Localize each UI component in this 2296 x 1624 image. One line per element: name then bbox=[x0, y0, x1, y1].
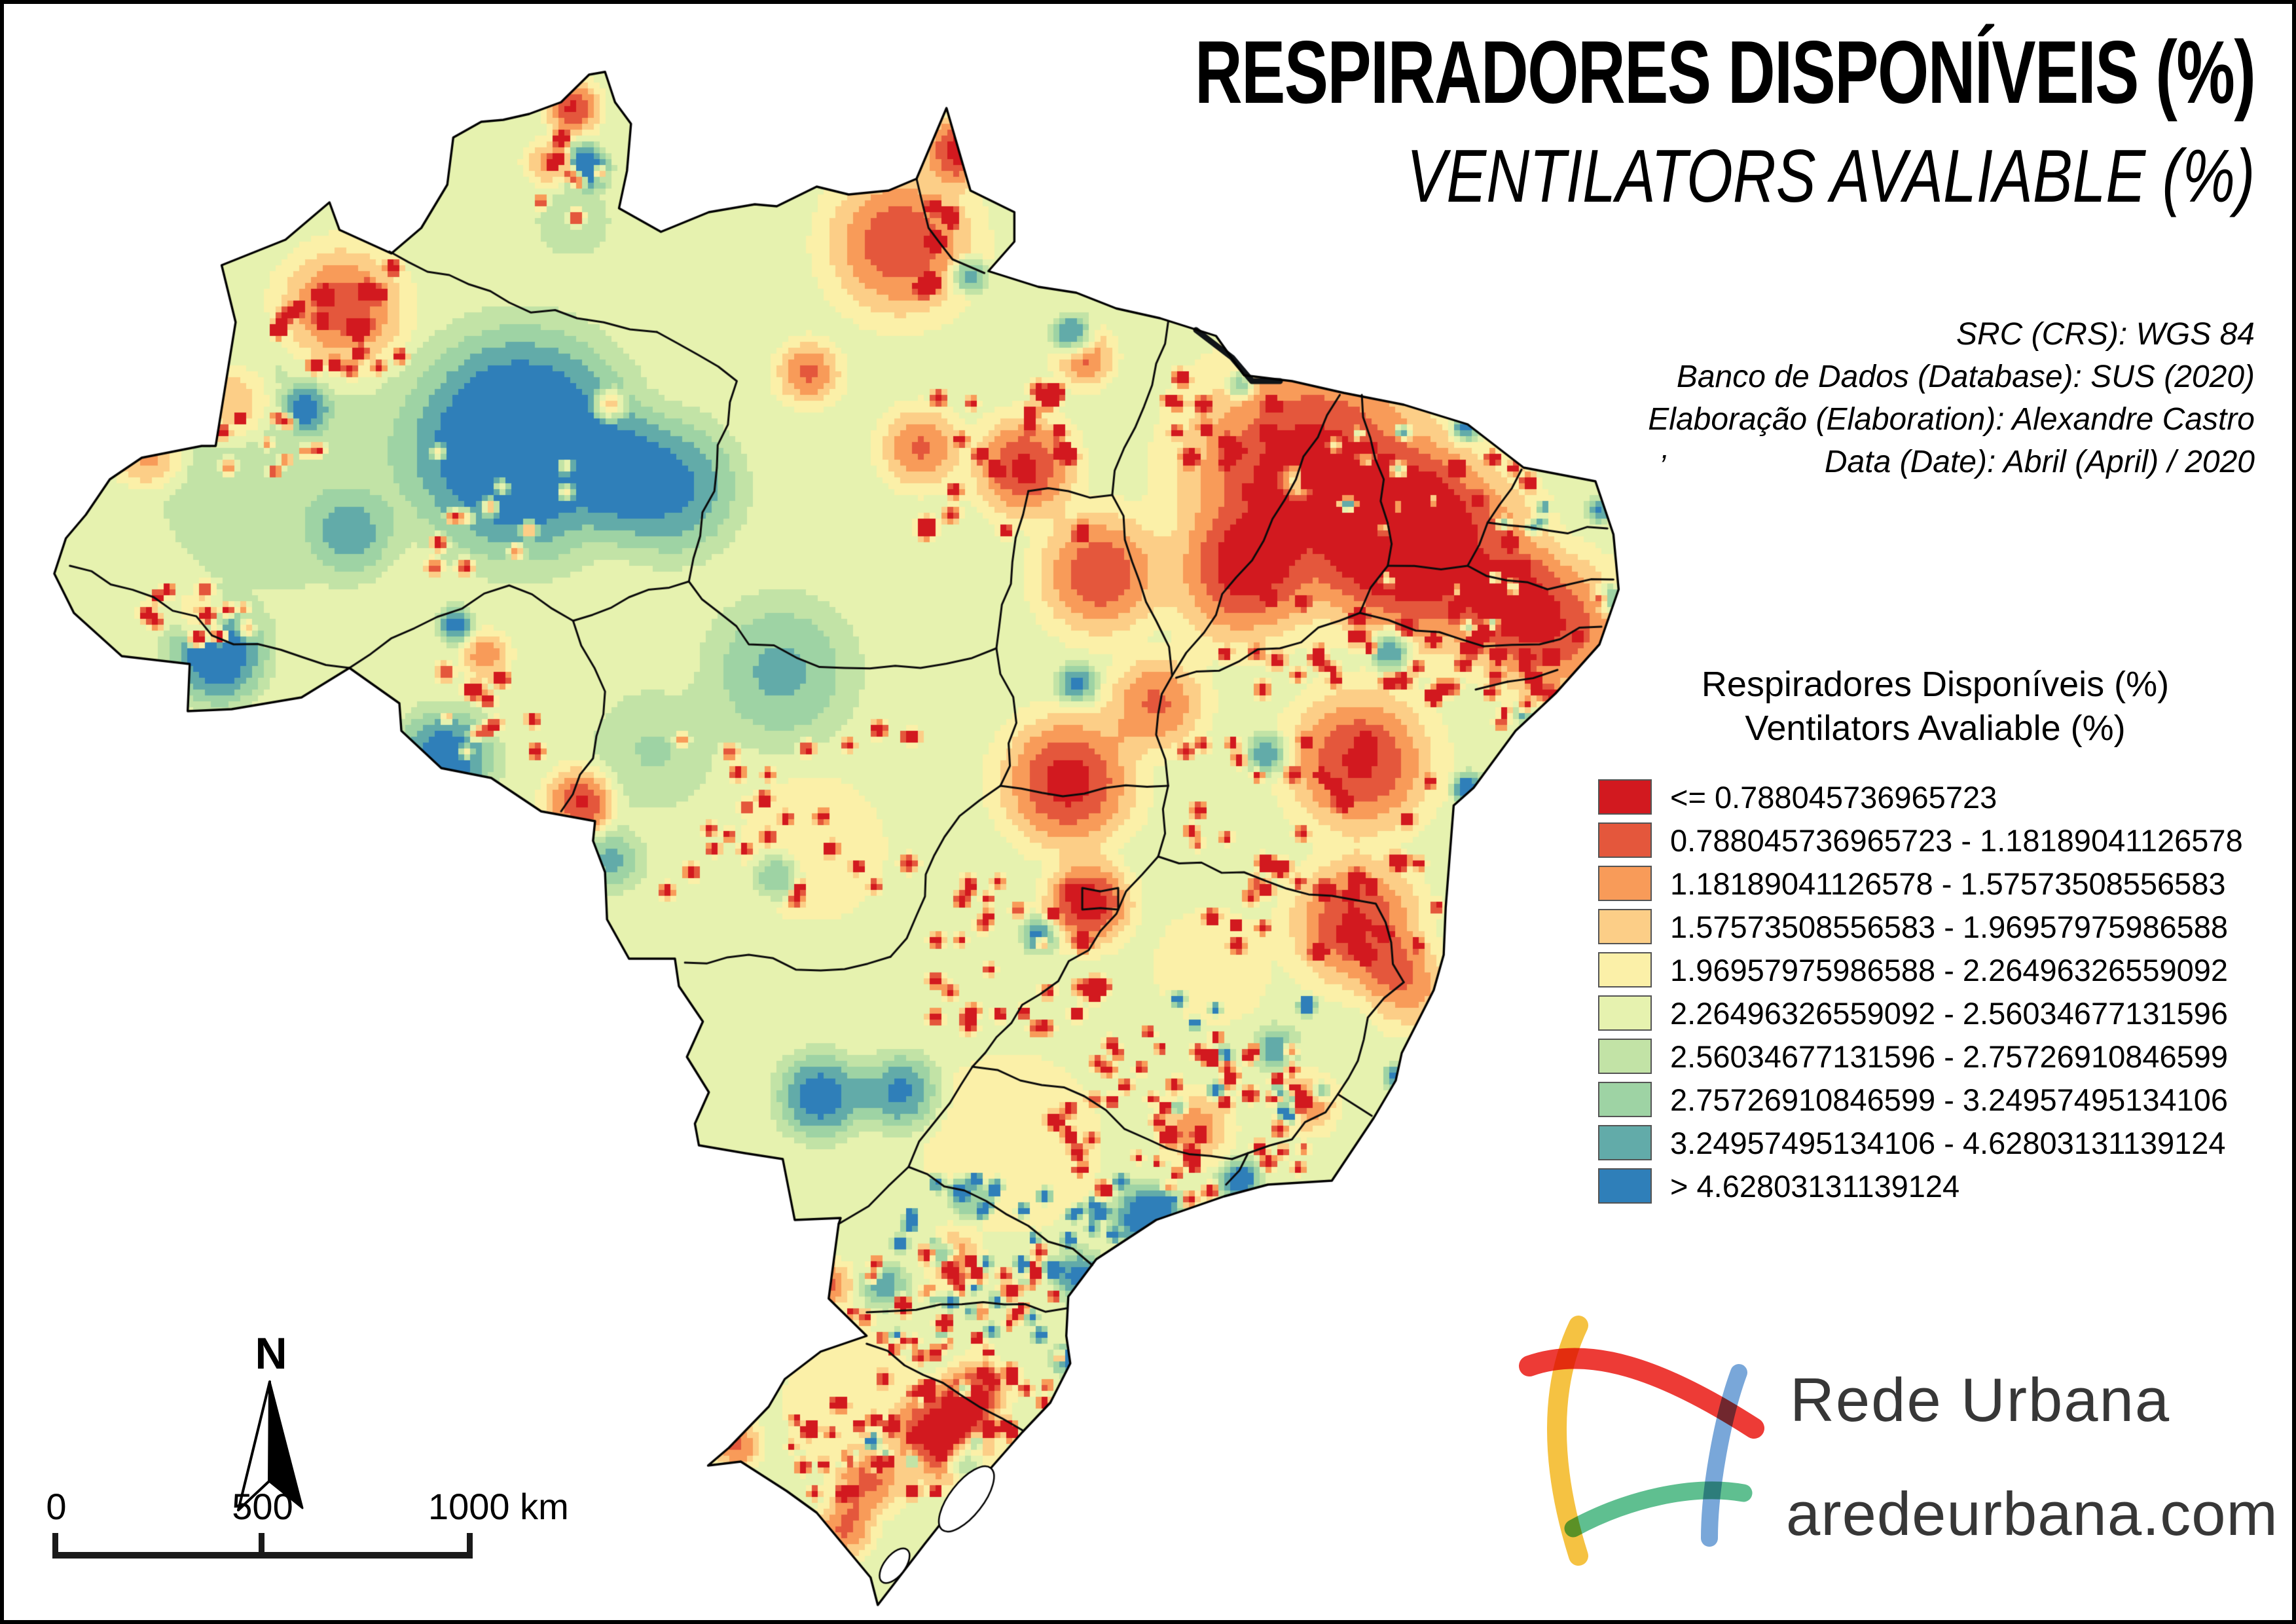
legend-row: 1.96957975986588 - 2.26496326559092 bbox=[1598, 948, 2279, 991]
legend-swatch bbox=[1598, 1125, 1652, 1160]
logo-blue-stroke bbox=[1701, 1364, 1747, 1547]
legend-row: 1.57573508556583 - 1.96957975986588 bbox=[1598, 905, 2279, 948]
legend-swatch bbox=[1598, 779, 1652, 815]
logo-name: Rede Urbana bbox=[1790, 1365, 2171, 1434]
legend-label: 2.75726910846599 - 3.24957495134106 bbox=[1670, 1082, 2229, 1117]
legend-row: > 4.62803131139124 bbox=[1598, 1164, 2279, 1208]
legend-row: 0.788045736965723 - 1.18189041126578 bbox=[1598, 819, 2279, 862]
legend-title-pt: Respiradores Disponíveis (%) bbox=[1701, 665, 2170, 704]
legend-row: 2.56034677131596 - 2.75726910846599 bbox=[1598, 1035, 2279, 1078]
meta-elaboration: Elaboração (Elaboration): Alexandre Cast… bbox=[1648, 402, 2255, 437]
legend-swatch bbox=[1598, 1168, 1652, 1204]
legend-label: 0.788045736965723 - 1.18189041126578 bbox=[1670, 822, 2243, 858]
scalebar-label-500: 500 bbox=[232, 1486, 293, 1527]
legend-label: 1.57573508556583 - 1.96957975986588 bbox=[1670, 909, 2229, 944]
legend-label: 3.24957495134106 - 4.62803131139124 bbox=[1670, 1125, 2226, 1160]
map-subtitle: VENTILATORS AVALIABLE (%) bbox=[1406, 135, 2255, 218]
legend-swatch bbox=[1598, 995, 1652, 1031]
meta-date: Data (Date): Abril (April) / 2020 bbox=[1824, 445, 2255, 479]
legend-row: <= 0.788045736965723 bbox=[1598, 775, 2279, 819]
legend-entries: <= 0.788045736965723 0.788045736965723 -… bbox=[1598, 775, 2279, 1208]
legend-label: 2.56034677131596 - 2.75726910846599 bbox=[1670, 1039, 2229, 1074]
scalebar-tick bbox=[259, 1533, 264, 1559]
legend-swatch bbox=[1598, 822, 1652, 858]
legend-swatch bbox=[1598, 866, 1652, 901]
meta-database: Banco de Dados (Database): SUS (2020) bbox=[1676, 360, 2255, 394]
legend-title-en: Ventilators Avaliable (%) bbox=[1745, 709, 2126, 748]
brazil-choropleth-map bbox=[40, 53, 1624, 1612]
title-block: RESPIRADORES DISPONÍVEIS (%) VENTILATORS… bbox=[822, 21, 2256, 219]
map-metadata: SRC (CRS): WGS 84 Banco de Dados (Databa… bbox=[1648, 313, 2255, 483]
legend-label: > 4.62803131139124 bbox=[1670, 1168, 1960, 1204]
legend: Respiradores Disponíveis (%) Ventilators… bbox=[1598, 663, 2279, 1208]
scalebar-tick bbox=[467, 1533, 473, 1559]
meta-crs: SRC (CRS): WGS 84 bbox=[1956, 317, 2255, 352]
legend-row: 2.26496326559092 - 2.56034677131596 bbox=[1598, 991, 2279, 1035]
logo-green-stroke bbox=[1564, 1481, 1753, 1538]
rede-urbana-logo-icon bbox=[1519, 1316, 1764, 1566]
north-label: N bbox=[255, 1329, 287, 1378]
legend-row: 3.24957495134106 - 4.62803131139124 bbox=[1598, 1121, 2279, 1164]
legend-swatch bbox=[1598, 1082, 1652, 1117]
legend-label: 1.18189041126578 - 1.57573508556583 bbox=[1670, 866, 2226, 901]
logo-url: aredeurbana.com bbox=[1786, 1479, 2278, 1548]
legend-swatch bbox=[1598, 952, 1652, 987]
scalebar-label-0: 0 bbox=[46, 1486, 67, 1527]
north-arrow-icon bbox=[237, 1380, 304, 1511]
legend-row: 1.18189041126578 - 1.57573508556583 bbox=[1598, 862, 2279, 905]
legend-row: 2.75726910846599 - 3.24957495134106 bbox=[1598, 1078, 2279, 1121]
legend-label: <= 0.788045736965723 bbox=[1670, 779, 1997, 815]
legend-swatch bbox=[1598, 1039, 1652, 1074]
legend-label: 2.26496326559092 - 2.56034677131596 bbox=[1670, 995, 2229, 1031]
scalebar-label-1000: 1000 km bbox=[428, 1486, 569, 1527]
logo-red-stroke bbox=[1519, 1348, 1764, 1439]
map-title: RESPIRADORES DISPONÍVEIS (%) bbox=[1194, 22, 2256, 122]
legend-label: 1.96957975986588 - 2.26496326559092 bbox=[1670, 952, 2229, 987]
scalebar-tick bbox=[52, 1533, 58, 1559]
stray-mark: ’ bbox=[1659, 449, 1666, 483]
legend-swatch bbox=[1598, 909, 1652, 944]
